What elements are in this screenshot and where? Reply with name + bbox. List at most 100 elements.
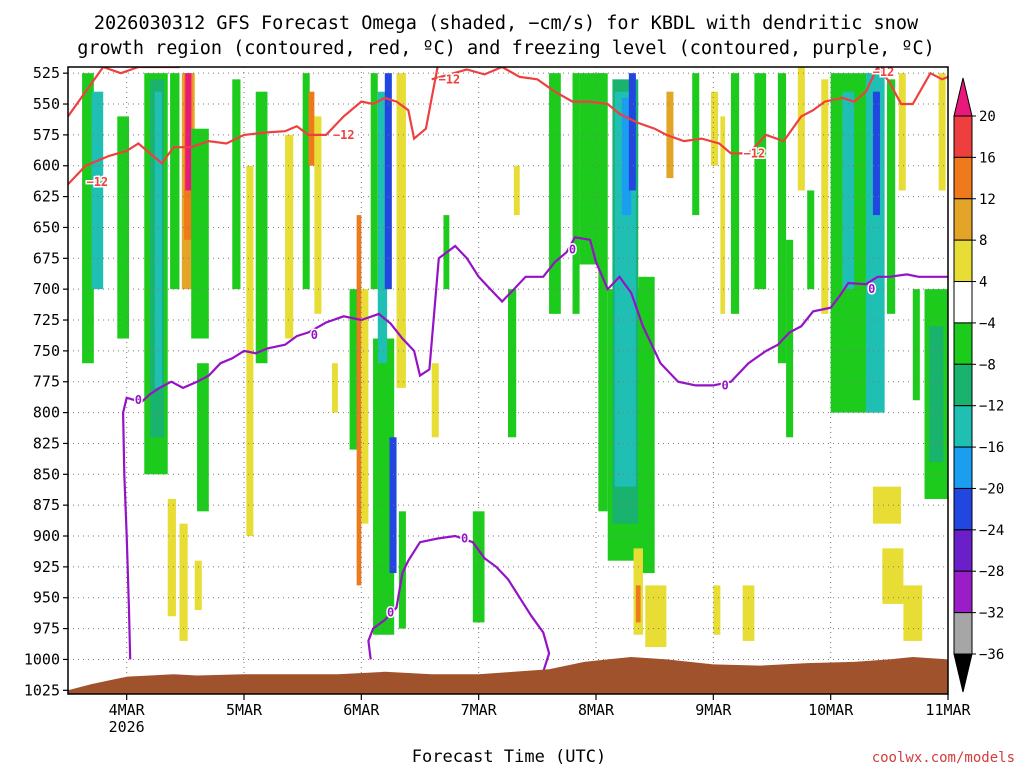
colorbar-bin — [953, 529, 973, 572]
omega-cell — [666, 91, 674, 179]
colorbar-tick-label: −28 — [979, 564, 1004, 580]
omega-cell — [197, 363, 209, 512]
colorbar-tick-label: 16 — [979, 150, 996, 166]
x-tick-sublabel: 2026 — [109, 718, 145, 736]
omega-cell — [513, 165, 520, 216]
x-tick-label: 9MAR — [695, 701, 732, 719]
omega-cell — [579, 73, 604, 265]
x-tick-label: 5MAR — [226, 701, 263, 719]
omega-cell — [194, 560, 202, 611]
chart-title-line-2: growth region (contoured, red, ºC) and f… — [77, 38, 935, 59]
omega-cell — [154, 91, 162, 388]
y-tick-label: 600 — [33, 157, 60, 175]
colorbar-bin — [953, 198, 973, 241]
omega-cell — [777, 73, 787, 364]
omega-shading — [82, 67, 948, 648]
y-tick-label: 525 — [33, 64, 60, 82]
omega-cell — [821, 79, 829, 314]
omega-cell — [396, 73, 406, 388]
y-tick-label: 800 — [33, 404, 60, 422]
omega-cell — [742, 585, 755, 641]
omega-cell — [572, 73, 580, 314]
omega-cell — [549, 73, 561, 314]
colorbar-bin — [953, 281, 973, 324]
dendritic-contour-label: −12 — [86, 175, 108, 189]
y-tick-label: 850 — [33, 465, 60, 483]
omega-cell — [645, 585, 667, 648]
colorbar-bin — [953, 322, 973, 365]
x-tick-label: 10MAR — [808, 701, 854, 719]
colorbar-bin — [953, 612, 973, 655]
dendritic-contour-line — [431, 67, 948, 155]
omega-cell — [255, 91, 268, 364]
dendritic-contour-label: −12 — [333, 128, 355, 142]
colorbar: 20 16 12 8 4 −4 −8 −12 −16 −20 −24 −28 −32 −36 — [953, 77, 1004, 693]
omega-cell — [797, 67, 805, 191]
omega-cell — [912, 289, 920, 401]
omega-cell — [91, 91, 104, 290]
omega-cell — [361, 289, 369, 524]
omega-cell — [872, 91, 880, 216]
terrain-fill — [68, 657, 948, 694]
omega-cell — [929, 326, 944, 462]
omega-cell — [754, 73, 767, 290]
colorbar-tick-label: −36 — [979, 647, 1004, 663]
omega-cell — [692, 73, 700, 216]
omega-cell — [628, 73, 636, 191]
colorbar-bin — [953, 405, 973, 448]
x-tick-label: 4MAR — [109, 701, 146, 719]
omega-cell — [170, 73, 180, 290]
omega-cell — [938, 73, 946, 191]
y-tick-label: 1000 — [24, 650, 60, 668]
colorbar-tick-label: 8 — [979, 233, 987, 249]
colorbar-bin — [953, 115, 973, 158]
colorbar-tick-label: −4 — [979, 316, 996, 332]
omega-cell — [167, 498, 176, 617]
freezing-contour-label: 0 — [135, 393, 142, 407]
omega-cell — [398, 511, 406, 629]
omega-cell — [898, 73, 906, 191]
chart-title-line-1: 2026030312 GFS Forecast Omega (shaded, −… — [94, 13, 919, 34]
colorbar-tick-label: 4 — [979, 275, 987, 291]
omega-cell — [356, 215, 362, 586]
x-axis-title: Forecast Time (UTC) — [412, 747, 606, 767]
omega-cell — [713, 585, 721, 635]
x-tick-label: 11MAR — [925, 701, 971, 719]
colorbar-tick-label: −20 — [979, 481, 1004, 497]
colorbar-tick-label: −32 — [979, 606, 1004, 622]
contour-lines — [68, 67, 948, 673]
omega-cell — [314, 116, 322, 314]
y-tick-label: 925 — [33, 558, 60, 576]
omega-cell — [246, 165, 254, 537]
y-tick-label: 1025 — [24, 681, 60, 699]
omega-cell — [720, 116, 726, 314]
freezing-contour-label: 0 — [569, 243, 576, 257]
y-tick-label: 825 — [33, 434, 60, 452]
x-tick-label: 8MAR — [578, 701, 615, 719]
y-tick-label: 975 — [33, 620, 60, 638]
y-tick-label: 950 — [33, 589, 60, 607]
omega-cell — [370, 73, 378, 290]
omega-cell — [635, 585, 641, 623]
omega-cell — [598, 73, 608, 512]
omega-cell — [377, 91, 388, 364]
omega-cell — [308, 91, 315, 166]
colorbar-tick-label: −8 — [979, 357, 996, 373]
y-tick-label: 900 — [33, 527, 60, 545]
omega-cell — [332, 363, 338, 413]
credit-link[interactable]: coolwx.com/models — [872, 750, 1015, 766]
y-tick-label: 725 — [33, 311, 60, 329]
y-tick-label: 650 — [33, 218, 60, 236]
omega-cell — [179, 523, 188, 641]
colorbar-bin — [953, 363, 973, 407]
omega-cell — [82, 73, 94, 364]
freezing-contour-label: 0 — [311, 328, 318, 342]
freezing-contour-label: 0 — [721, 378, 728, 392]
x-tick-label: 7MAR — [461, 701, 498, 719]
colorbar-bin — [953, 239, 973, 283]
dendritic-contour-label: −12 — [438, 72, 460, 86]
colorbar-bin — [953, 487, 973, 531]
colorbar-bin — [953, 570, 973, 614]
